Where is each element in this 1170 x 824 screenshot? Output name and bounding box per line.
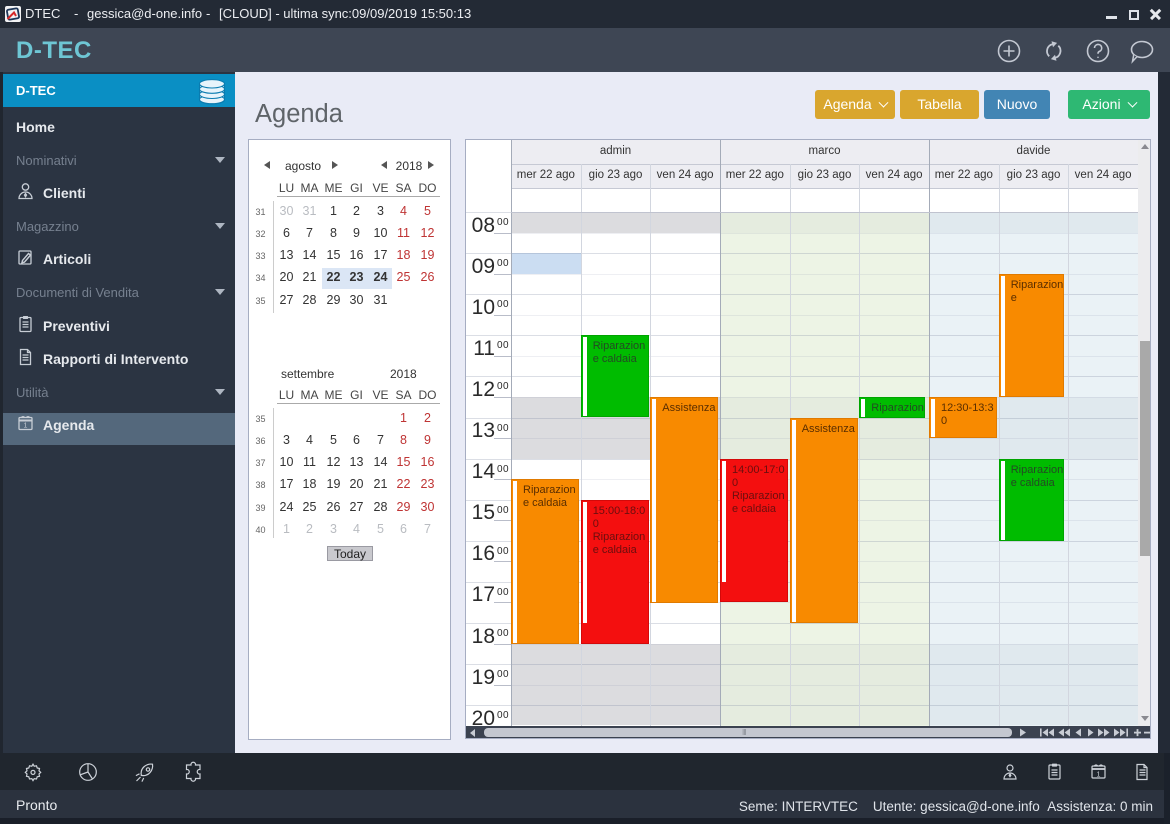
svg-text:1: 1 bbox=[24, 423, 28, 430]
svg-text:1: 1 bbox=[1097, 772, 1101, 779]
